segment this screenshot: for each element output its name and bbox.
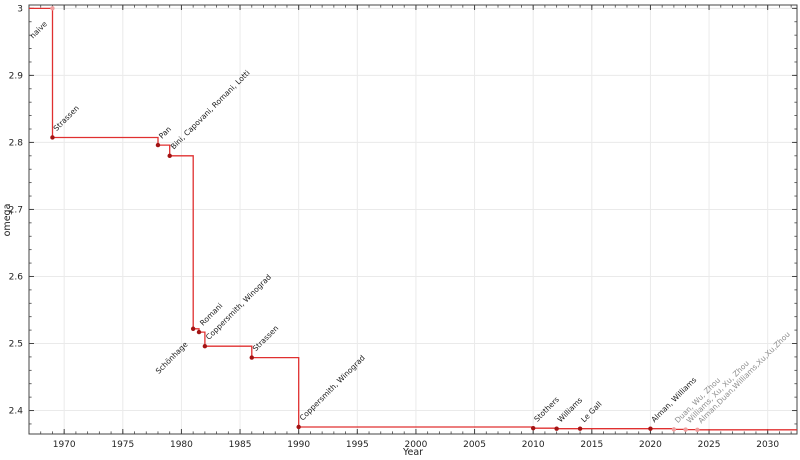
point-label: naive <box>28 19 49 40</box>
y-tick-label: 3 <box>17 4 23 14</box>
x-tick-label: 2000 <box>404 440 427 450</box>
y-tick-label: 2.9 <box>9 71 24 81</box>
x-tick-label: 2010 <box>522 440 545 450</box>
axis-ticks: 1970 1975 1980 1985 1990 1995 2000 2005 2010 2015… <box>9 4 797 450</box>
x-tick-label: 1990 <box>287 440 310 450</box>
x-tick-label: 2030 <box>756 440 779 450</box>
data-point <box>695 427 700 432</box>
y-tick-label: 2.5 <box>9 340 23 350</box>
data-point <box>671 427 677 432</box>
x-tick-label: 1980 <box>170 440 193 450</box>
x-tick-label: 2015 <box>580 440 603 450</box>
data-point <box>249 355 254 360</box>
data-point <box>155 142 161 148</box>
x-tick-label: 2005 <box>463 440 486 450</box>
point-label: Williams, Xu, Xu, Zhou <box>685 359 751 425</box>
y-tick-label: 2.8 <box>9 138 24 148</box>
y-axis-title: omega <box>2 204 13 237</box>
point-label: Schönhage <box>154 340 190 376</box>
y-tick-label: 2.4 <box>9 407 24 417</box>
omega-step-series <box>29 6 797 432</box>
omega-step-line <box>29 7 797 431</box>
x-tick-label: 1995 <box>346 440 369 450</box>
point-label: Strassen <box>251 323 281 353</box>
data-point <box>296 424 301 430</box>
data-point <box>50 135 55 140</box>
x-tick-label: 2020 <box>639 440 662 450</box>
y-tick-label: 2.7 <box>9 205 23 215</box>
data-point <box>196 329 202 335</box>
axes-spines <box>28 4 798 435</box>
x-axis-title: Year <box>402 447 423 458</box>
point-label: Strassen <box>52 103 82 133</box>
data-point <box>554 426 559 431</box>
data-point <box>167 153 172 159</box>
y-tick-label: 2.6 <box>9 272 24 282</box>
x-tick-label: 1975 <box>111 440 134 450</box>
grid-layer <box>29 5 797 434</box>
plot-border <box>28 4 798 435</box>
data-point <box>683 427 688 432</box>
point-label: Coppersmith, Winograd <box>298 353 367 422</box>
data-point <box>50 6 55 11</box>
data-point <box>530 425 536 431</box>
data-point <box>648 426 653 431</box>
data-point <box>202 343 208 349</box>
x-tick-label: 1985 <box>229 440 252 450</box>
x-tick-label: 2025 <box>698 440 721 450</box>
x-tick-label: 1970 <box>53 440 76 450</box>
data-point <box>190 326 196 331</box>
point-label: Pan <box>157 124 173 140</box>
data-point <box>577 426 583 431</box>
